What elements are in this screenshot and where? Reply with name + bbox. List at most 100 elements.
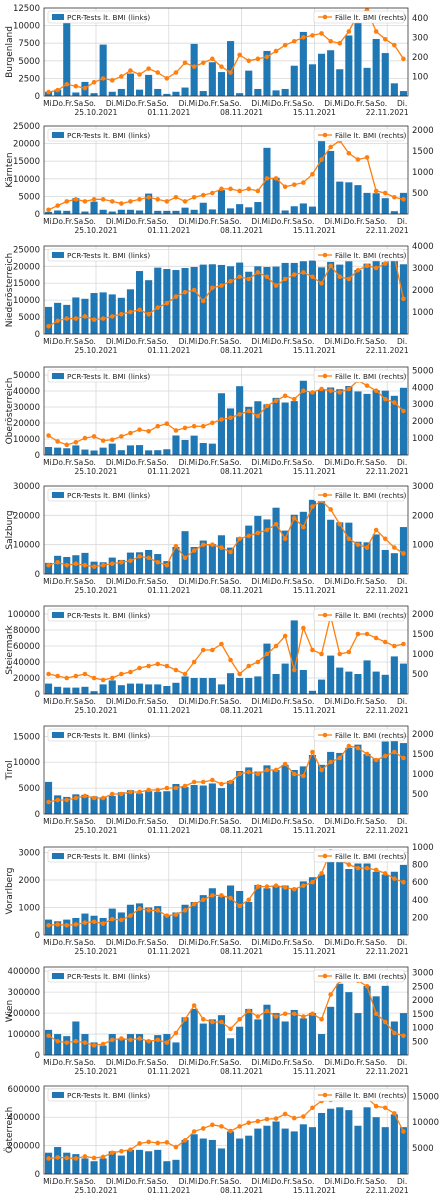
y-tick-left: 0	[35, 570, 40, 580]
point-cases-27	[291, 38, 297, 44]
point-cases-38	[392, 400, 397, 405]
x-tick-weekday: So.	[303, 697, 315, 706]
bar-tests-11	[145, 907, 153, 935]
x-tick-weekday: Do.	[53, 458, 66, 467]
point-cases-24	[264, 651, 270, 657]
bar-tests-12	[154, 88, 162, 96]
x-tick-weekday: Do.	[125, 577, 138, 586]
bar-tests-31	[327, 655, 335, 694]
point-cases-19	[219, 1019, 224, 1025]
point-cases-4	[82, 793, 88, 799]
legend-tests: PCR-Tests lt. BMI (links)	[47, 969, 150, 983]
bar-tests-23	[254, 202, 262, 214]
bar-tests-37	[381, 53, 389, 96]
chart-panel-6: 0 5000 10000 15000 500 1000 1500 2000 Tirol PCR-T…	[5, 725, 434, 835]
legend-cases-label: Fälle lt. BMI (rechts)	[335, 491, 407, 500]
point-cases-16	[191, 659, 197, 665]
bar-tests-4	[81, 794, 89, 814]
point-cases-9	[128, 669, 133, 675]
x-tick-weekday: Do.	[271, 697, 284, 706]
x-tick-weekday: So.	[230, 1177, 242, 1186]
plot-frame	[43, 725, 409, 815]
point-cases-39	[401, 1033, 406, 1039]
y-tick-left: 30000	[13, 482, 40, 492]
bar-tests-6	[99, 292, 107, 334]
point-cases-28	[301, 883, 306, 889]
plot-frame	[43, 1085, 409, 1175]
x-tick-weekday: Di.	[324, 1058, 334, 1067]
x-tick-date: 01.11.2021	[147, 346, 190, 355]
point-cases-31	[328, 992, 333, 997]
bar-tests-23	[254, 1019, 262, 1055]
bar-tests-11	[145, 1151, 153, 1174]
bar-tests-24	[263, 1004, 271, 1055]
y-tick-left: 20000	[13, 262, 40, 272]
point-cases-0	[46, 1033, 51, 1039]
x-tick-weekday: So.	[303, 938, 315, 947]
x-tick-weekday: Mi.	[43, 938, 54, 947]
x-tick-weekday: Sa.	[74, 577, 86, 586]
legend-cases-label: Fälle lt. BMI (rechts)	[335, 131, 407, 140]
chart-panel-7: 01000200030002004006008001000VorarlbergP…	[5, 843, 434, 956]
x-tick-weekday: Di.	[397, 458, 407, 467]
x-tick-weekday: Di.	[397, 817, 407, 826]
x-tick-weekday: Di.	[397, 99, 407, 108]
point-cases-9	[128, 913, 133, 918]
point-cases-4	[82, 671, 88, 677]
line-cases	[48, 379, 404, 446]
point-cases-14	[173, 1030, 179, 1036]
x-tick-weekday: Fr.	[65, 938, 74, 947]
point-cases-27	[291, 515, 297, 521]
x-tick-weekday: Sa.	[365, 817, 377, 826]
legend-box	[47, 128, 147, 142]
bar-tests-24	[263, 765, 271, 814]
y-tick-right: 500	[412, 189, 428, 199]
x-tick-weekday: Sa.	[292, 99, 304, 108]
point-cases-10	[137, 554, 142, 559]
point-cases-38	[392, 749, 397, 755]
x-tick-weekday: Fr.	[138, 938, 147, 947]
point-cases-14	[173, 543, 179, 549]
point-cases-29	[310, 1105, 315, 1111]
x-tick-weekday: So.	[84, 938, 96, 947]
point-cases-13	[164, 562, 170, 568]
bar-tests-22	[245, 678, 253, 694]
bar-tests-39	[399, 192, 407, 214]
bar-tests-32	[336, 69, 344, 96]
point-cases-28	[301, 773, 306, 779]
bar-tests-6	[99, 797, 107, 814]
y-tick-left: 50000	[13, 371, 40, 381]
point-cases-12	[155, 1037, 161, 1043]
point-cases-26	[282, 42, 288, 48]
bar-tests-18	[208, 888, 216, 935]
x-tick-weekday: Fr.	[65, 458, 74, 467]
bar-tests-1	[54, 1034, 62, 1055]
point-cases-17	[200, 542, 206, 547]
legend-cases: Fälle lt. BMI (rechts)	[313, 969, 407, 983]
point-cases-13	[164, 421, 170, 426]
x-tick-weekday: Di.	[106, 337, 116, 346]
bar-tests-31	[327, 1006, 335, 1055]
bar-tests-23	[254, 884, 262, 935]
y-tick-right: 1000	[412, 168, 434, 178]
point-cases-23	[255, 530, 261, 536]
x-tick-weekday: Di.	[397, 337, 407, 346]
legend-box	[313, 728, 405, 742]
point-cases-0	[46, 1156, 51, 1161]
point-cases-28	[301, 1014, 306, 1019]
point-cases-2	[64, 1155, 70, 1161]
legend-tests: PCR-Tests lt. BMI (links)	[47, 369, 150, 383]
y-tick-right: 400	[412, 14, 428, 24]
point-cases-18	[210, 1019, 215, 1025]
x-tick-weekday: Di.	[324, 817, 334, 826]
plot-frame	[43, 245, 409, 335]
bar-tests-5	[90, 691, 98, 694]
x-tick-weekday: Mi.	[261, 1177, 272, 1186]
legend-cases: Fälle lt. BMI (rechts)	[313, 1088, 407, 1102]
x-tick-weekday: Do.	[125, 337, 138, 346]
bar-tests-32	[336, 181, 344, 214]
x-tick-weekday: Do.	[344, 337, 357, 346]
x-tick-weekday: Sa.	[365, 458, 377, 467]
bar-tests-19	[217, 684, 225, 694]
bar-tests-22	[245, 902, 253, 935]
